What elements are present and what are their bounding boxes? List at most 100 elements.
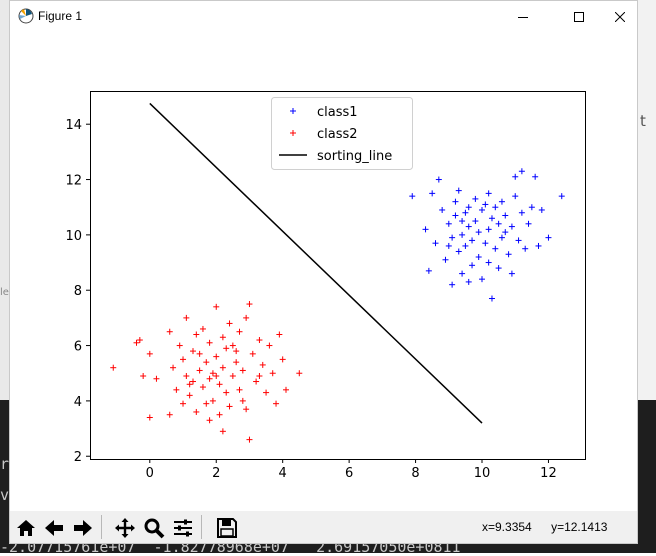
x-tick-label: 2 [212,466,220,481]
class2-point [199,325,206,332]
title-bar[interactable]: Figure 1 [10,1,637,32]
legend-label: sorting_line [317,149,392,164]
class2-point [263,389,270,396]
configure-subplots-icon [173,519,192,536]
class1-point [495,265,502,272]
class2-point [166,411,173,418]
class1-point [508,223,515,230]
class2-point [233,348,240,355]
window-title: Figure 1 [38,9,83,23]
class1-point [452,198,459,205]
class1-point [465,204,472,211]
class1-point [469,262,476,269]
class2-point [223,389,230,396]
axis-ticks: 0 2 4 6 8 10 12 2 4 6 8 10 12 14 [65,118,556,481]
class2-point [133,339,140,346]
configure-subplots-button[interactable] [169,514,196,541]
class1-point [452,212,459,219]
class2-point [219,428,226,435]
x-tick-label: 4 [279,466,287,481]
forward-button[interactable] [69,514,96,541]
home-icon [16,519,35,536]
class2-point [216,381,223,388]
class1-point [498,234,505,241]
class1-point [432,240,439,247]
class1-point [455,248,462,255]
class1-point [482,240,489,247]
class2-point [206,339,213,346]
class1-point [439,206,446,213]
class1-point [492,245,499,252]
class2-point [176,342,183,349]
class2-point [259,361,266,368]
close-icon [614,11,625,22]
close-button[interactable] [602,1,637,32]
home-button[interactable] [12,514,39,541]
class2-point [243,314,250,321]
pan-button[interactable] [111,514,138,541]
class1-point [479,206,486,213]
class2-point [219,334,226,341]
class2-point [279,356,286,363]
class1-point [482,201,489,208]
class2-point [223,345,230,352]
class2-point [239,397,246,404]
scatter-plot[interactable]: 0 2 4 6 8 10 12 2 4 6 8 10 12 14 class1 class2 sorting_… [10,32,637,510]
class1-point [445,220,452,227]
class2-point [236,386,243,393]
class2-point [253,378,260,385]
class1-point [485,259,492,266]
terminal-area-right [638,400,656,553]
save-button[interactable] [213,514,240,541]
class2-point [246,436,253,443]
legend-marker-swatch [290,108,296,114]
class2-point [186,392,193,399]
class2-point [193,331,200,338]
class1-point [545,234,552,241]
class2-point [249,350,256,357]
y-tick-label: 2 [74,450,82,465]
class2-point [269,370,276,377]
y-tick-label: 12 [65,174,82,189]
class2-point [146,350,153,357]
class2-point [219,364,226,371]
y-tick-label: 14 [65,118,82,133]
legend-label: class1 [317,105,358,120]
x-tick-label: 8 [411,466,419,481]
zoom-button[interactable] [140,514,167,541]
class1-point [462,242,469,249]
class2-point [213,372,220,379]
background-panel [0,0,10,400]
legend-box [271,97,413,170]
class2-point [229,342,236,349]
class2-point [196,350,203,357]
class2-point [180,400,187,407]
class2-point [229,372,236,379]
class2-point [166,328,173,335]
class1-point [435,176,442,183]
class1-point [518,168,525,175]
legend-marker-swatch [290,130,296,136]
class1-point [508,270,515,277]
class1-point [429,190,436,197]
x-tick-label: 6 [345,466,353,481]
class1-point [538,206,545,213]
pan-icon [114,517,135,538]
background-side-char: t [640,112,646,130]
class1-point [475,254,482,261]
toolbar-separator [201,515,202,539]
class2-point [189,348,196,355]
maximize-button[interactable] [556,1,602,32]
class1-point [512,173,519,180]
figure-canvas[interactable]: 0 2 4 6 8 10 12 2 4 6 8 10 12 14 class1 class2 sorting_… [10,32,637,510]
class2-point [136,337,143,344]
class1-point [465,223,472,230]
class1-point [488,295,495,302]
class1-point [518,209,525,216]
minimize-button[interactable] [500,1,546,32]
class2-point [183,372,190,379]
class2-point [256,337,263,344]
back-button[interactable] [40,514,67,541]
class1-point [512,193,519,200]
matplotlib-icon [18,8,34,24]
